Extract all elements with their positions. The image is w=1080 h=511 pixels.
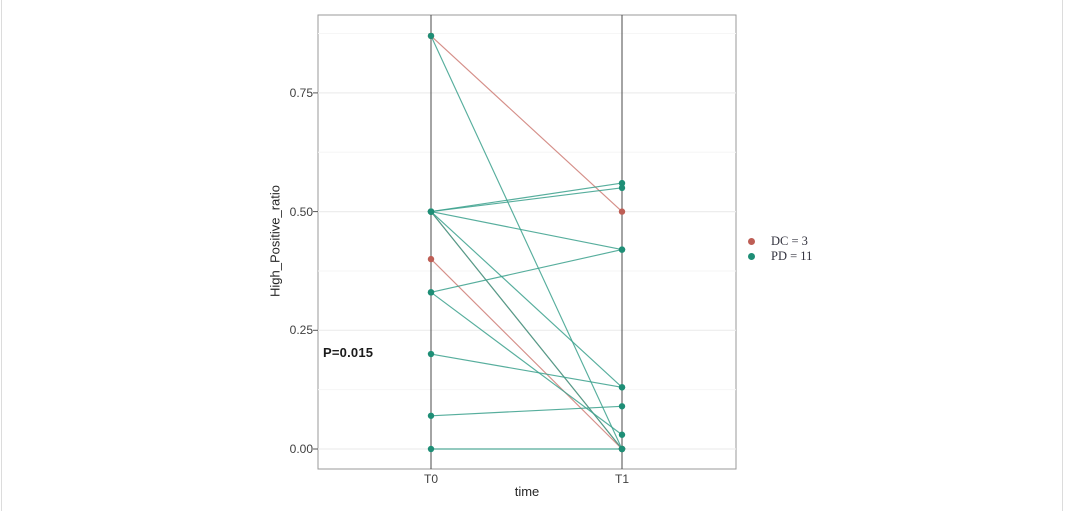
pair-line-pd bbox=[430, 182, 623, 213]
data-point-pd-t0 bbox=[427, 32, 435, 40]
legend-label-dc: DC = 3 bbox=[771, 234, 808, 248]
data-point-pd-t1 bbox=[618, 431, 626, 438]
pair-line-dc bbox=[430, 35, 623, 213]
data-point-pd-t1 bbox=[618, 184, 626, 192]
right-edge-divider bbox=[1062, 0, 1063, 511]
pair-line-pd bbox=[430, 35, 623, 450]
y-axis-title: High_Positive_ratio bbox=[267, 184, 283, 298]
plot-panel bbox=[317, 14, 737, 470]
data-point-dc-t0 bbox=[427, 255, 435, 263]
legend-item-dc: DC = 3 bbox=[748, 234, 812, 249]
pair-line-pd bbox=[430, 405, 623, 417]
x-tick-label-t1: T1 bbox=[614, 472, 630, 486]
y-tick-label-0.25: 0.25 bbox=[289, 323, 313, 337]
x-tick-label-t0: T0 bbox=[423, 472, 439, 486]
pair-line-pd bbox=[430, 211, 623, 388]
y-tick-label-0.00: 0.00 bbox=[289, 442, 313, 456]
y-tick-label-0.75: 0.75 bbox=[289, 86, 313, 100]
left-edge-divider bbox=[1, 0, 2, 511]
pair-line-pd bbox=[430, 249, 623, 293]
y-tick-label-0.50: 0.50 bbox=[289, 205, 313, 219]
data-point-dc-t1 bbox=[618, 208, 626, 215]
data-point-pd-t0 bbox=[427, 208, 435, 215]
data-point-pd-t1 bbox=[618, 445, 626, 453]
pair-line-pd bbox=[430, 187, 623, 213]
pair-line-pd bbox=[430, 291, 623, 436]
pair-line-pd bbox=[430, 211, 623, 450]
x-axis-title: time bbox=[514, 484, 540, 499]
data-point-pd-t1 bbox=[618, 179, 626, 187]
legend-dot-pd-icon bbox=[748, 253, 755, 260]
p-value-annotation: P=0.015 bbox=[323, 345, 374, 360]
data-point-pd-t1 bbox=[618, 246, 626, 253]
pair-line-dc bbox=[430, 258, 623, 450]
legend: DC = 3 PD = 11 bbox=[748, 234, 812, 264]
data-point-pd-t1 bbox=[618, 403, 626, 410]
legend-dot-dc-icon bbox=[748, 238, 755, 245]
legend-label-pd: PD = 11 bbox=[771, 249, 813, 263]
data-point-pd-t0 bbox=[427, 289, 435, 296]
legend-item-pd: PD = 11 bbox=[748, 249, 812, 264]
pair-line-pd bbox=[430, 211, 623, 251]
data-point-pd-t0 bbox=[427, 445, 435, 453]
data-point-pd-t0 bbox=[427, 350, 435, 358]
data-point-pd-t1 bbox=[618, 384, 626, 391]
pair-line-pd bbox=[430, 353, 623, 388]
data-point-pd-t0 bbox=[427, 412, 435, 419]
